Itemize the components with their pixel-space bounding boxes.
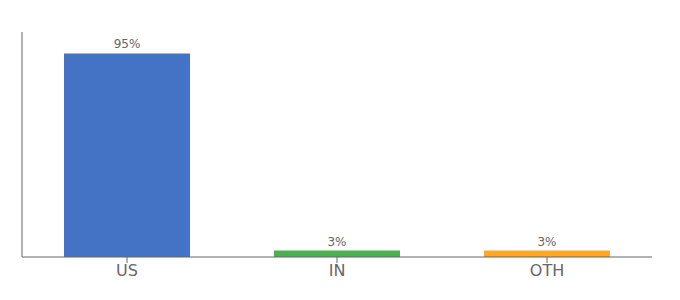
svg-text:US: US <box>116 261 138 280</box>
svg-text:3%: 3% <box>537 235 556 249</box>
svg-text:95%: 95% <box>114 37 141 51</box>
svg-text:3%: 3% <box>327 235 346 249</box>
svg-text:OTH: OTH <box>530 261 564 280</box>
svg-text:IN: IN <box>329 261 346 280</box>
